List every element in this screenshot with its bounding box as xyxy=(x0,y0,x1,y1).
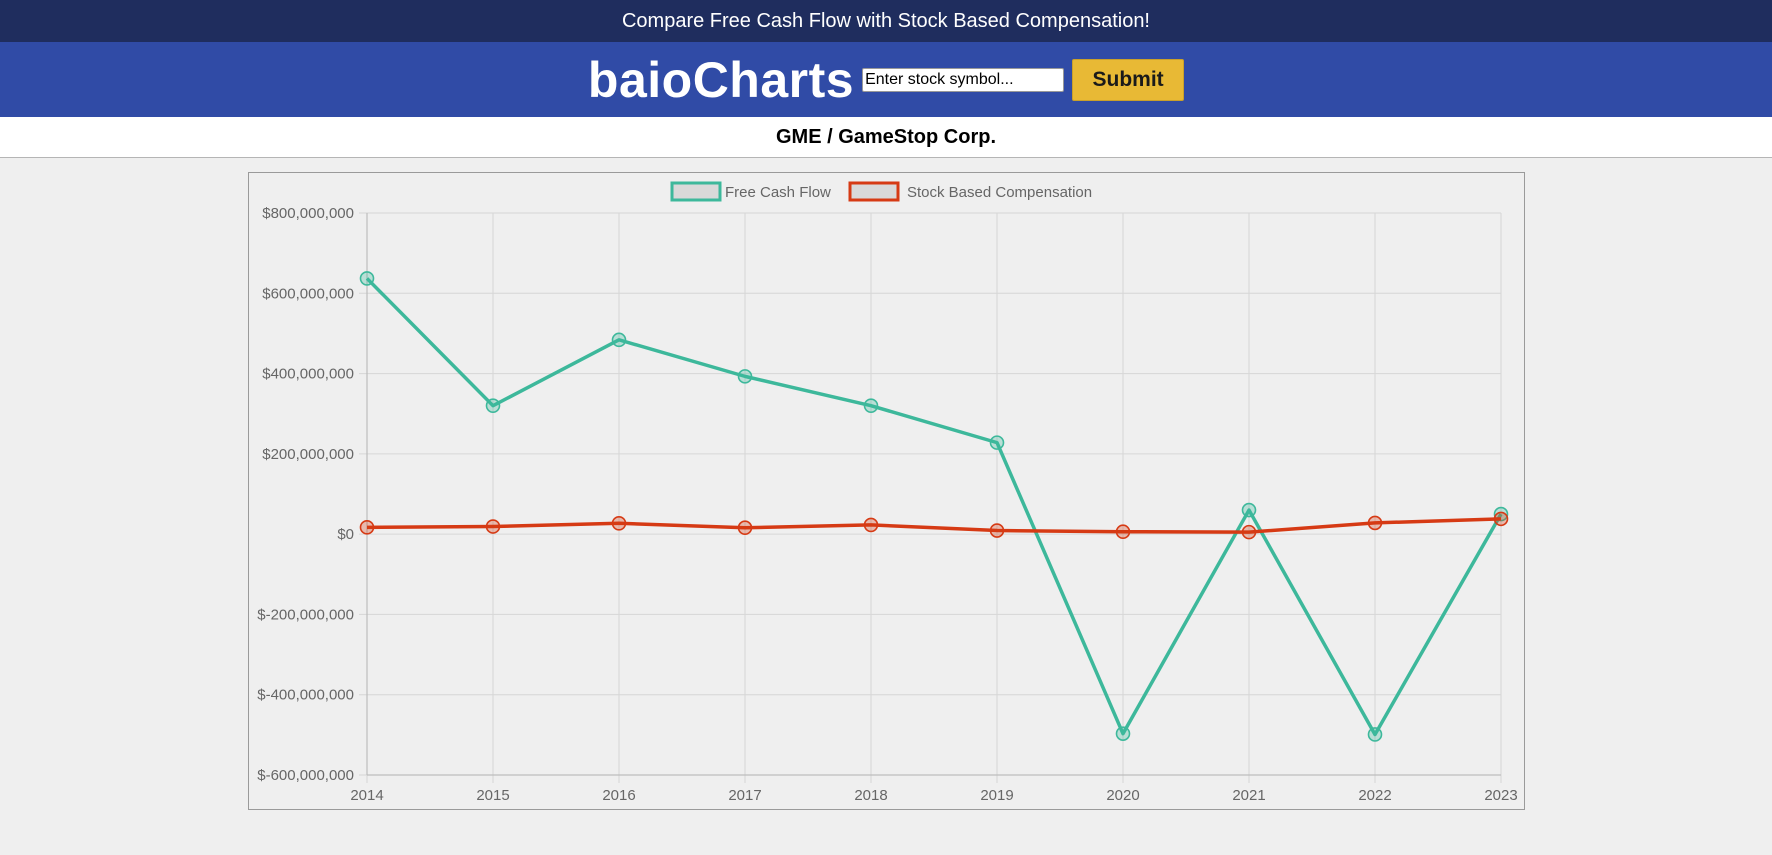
data-point-1-9 xyxy=(1493,511,1509,527)
legend-swatch-1 xyxy=(848,181,900,202)
data-point-0-5 xyxy=(989,435,1005,450)
x-tick-label: 2019 xyxy=(980,787,1013,804)
x-tick-label: 2018 xyxy=(854,787,887,804)
data-point-0-2 xyxy=(611,332,627,348)
x-tick-label: 2016 xyxy=(602,787,635,804)
y-tick-label: $400,000,000 xyxy=(262,366,354,383)
data-point-1-0 xyxy=(359,520,375,535)
legend-swatch-0 xyxy=(670,181,722,202)
data-point-1-1 xyxy=(485,519,501,534)
x-tick-label: 2017 xyxy=(728,787,761,804)
submit-button[interactable]: Submit xyxy=(1072,58,1185,101)
data-point-1-3 xyxy=(737,520,753,536)
x-tick-label: 2022 xyxy=(1358,787,1391,804)
x-tick-label: 2015 xyxy=(476,787,509,804)
top-banner-text: Compare Free Cash Flow with Stock Based … xyxy=(621,9,1150,32)
data-point-0-7 xyxy=(1241,502,1257,518)
data-point-1-2 xyxy=(611,516,627,531)
chart-container: $800,000,000 $600,000,000 $400,000,000 $200… xyxy=(248,172,1525,810)
company-title-bar: GME / GameStop Corp. xyxy=(0,117,1772,158)
data-point-0-8 xyxy=(1367,727,1383,742)
data-point-0-4 xyxy=(863,398,879,413)
series-line-1 xyxy=(366,517,1502,534)
series-line-0 xyxy=(365,277,1503,737)
y-tick-label: $200,000,000 xyxy=(262,446,354,463)
header: baioCharts Submit xyxy=(0,42,1772,117)
data-point-1-8 xyxy=(1367,515,1383,531)
y-tick-label: $600,000,000 xyxy=(262,285,354,302)
stock-symbol-input[interactable] xyxy=(862,67,1065,92)
data-point-0-0 xyxy=(359,271,375,286)
y-tick-label: $0 xyxy=(337,526,354,543)
legend-label-1: Stock Based Compensation xyxy=(907,184,1092,201)
y-tick-label: $-600,000,000 xyxy=(257,767,354,784)
x-tick-label: 2014 xyxy=(350,787,383,804)
y-tick-label: $800,000,000 xyxy=(262,205,354,222)
data-point-1-5 xyxy=(989,523,1005,538)
line-chart: $800,000,000 $600,000,000 $400,000,000 $200… xyxy=(257,181,1518,804)
data-point-1-7 xyxy=(1241,524,1257,540)
data-point-0-1 xyxy=(485,398,501,413)
y-tick-label: $-400,000,000 xyxy=(257,687,354,704)
data-point-1-6 xyxy=(1115,524,1131,540)
brand-logo[interactable]: baioCharts xyxy=(587,51,855,108)
legend-label-0: Free Cash Flow xyxy=(725,184,831,201)
data-point-0-3 xyxy=(737,369,753,384)
x-tick-label: 2020 xyxy=(1106,787,1139,804)
y-tick-label: $-200,000,000 xyxy=(257,606,354,623)
x-tick-label: 2023 xyxy=(1484,787,1517,804)
company-title: GME / GameStop Corp. xyxy=(775,125,997,148)
data-point-1-4 xyxy=(863,517,879,533)
data-point-0-6 xyxy=(1115,726,1131,741)
x-tick-label: 2021 xyxy=(1232,787,1265,804)
top-banner: Compare Free Cash Flow with Stock Based … xyxy=(0,0,1772,42)
